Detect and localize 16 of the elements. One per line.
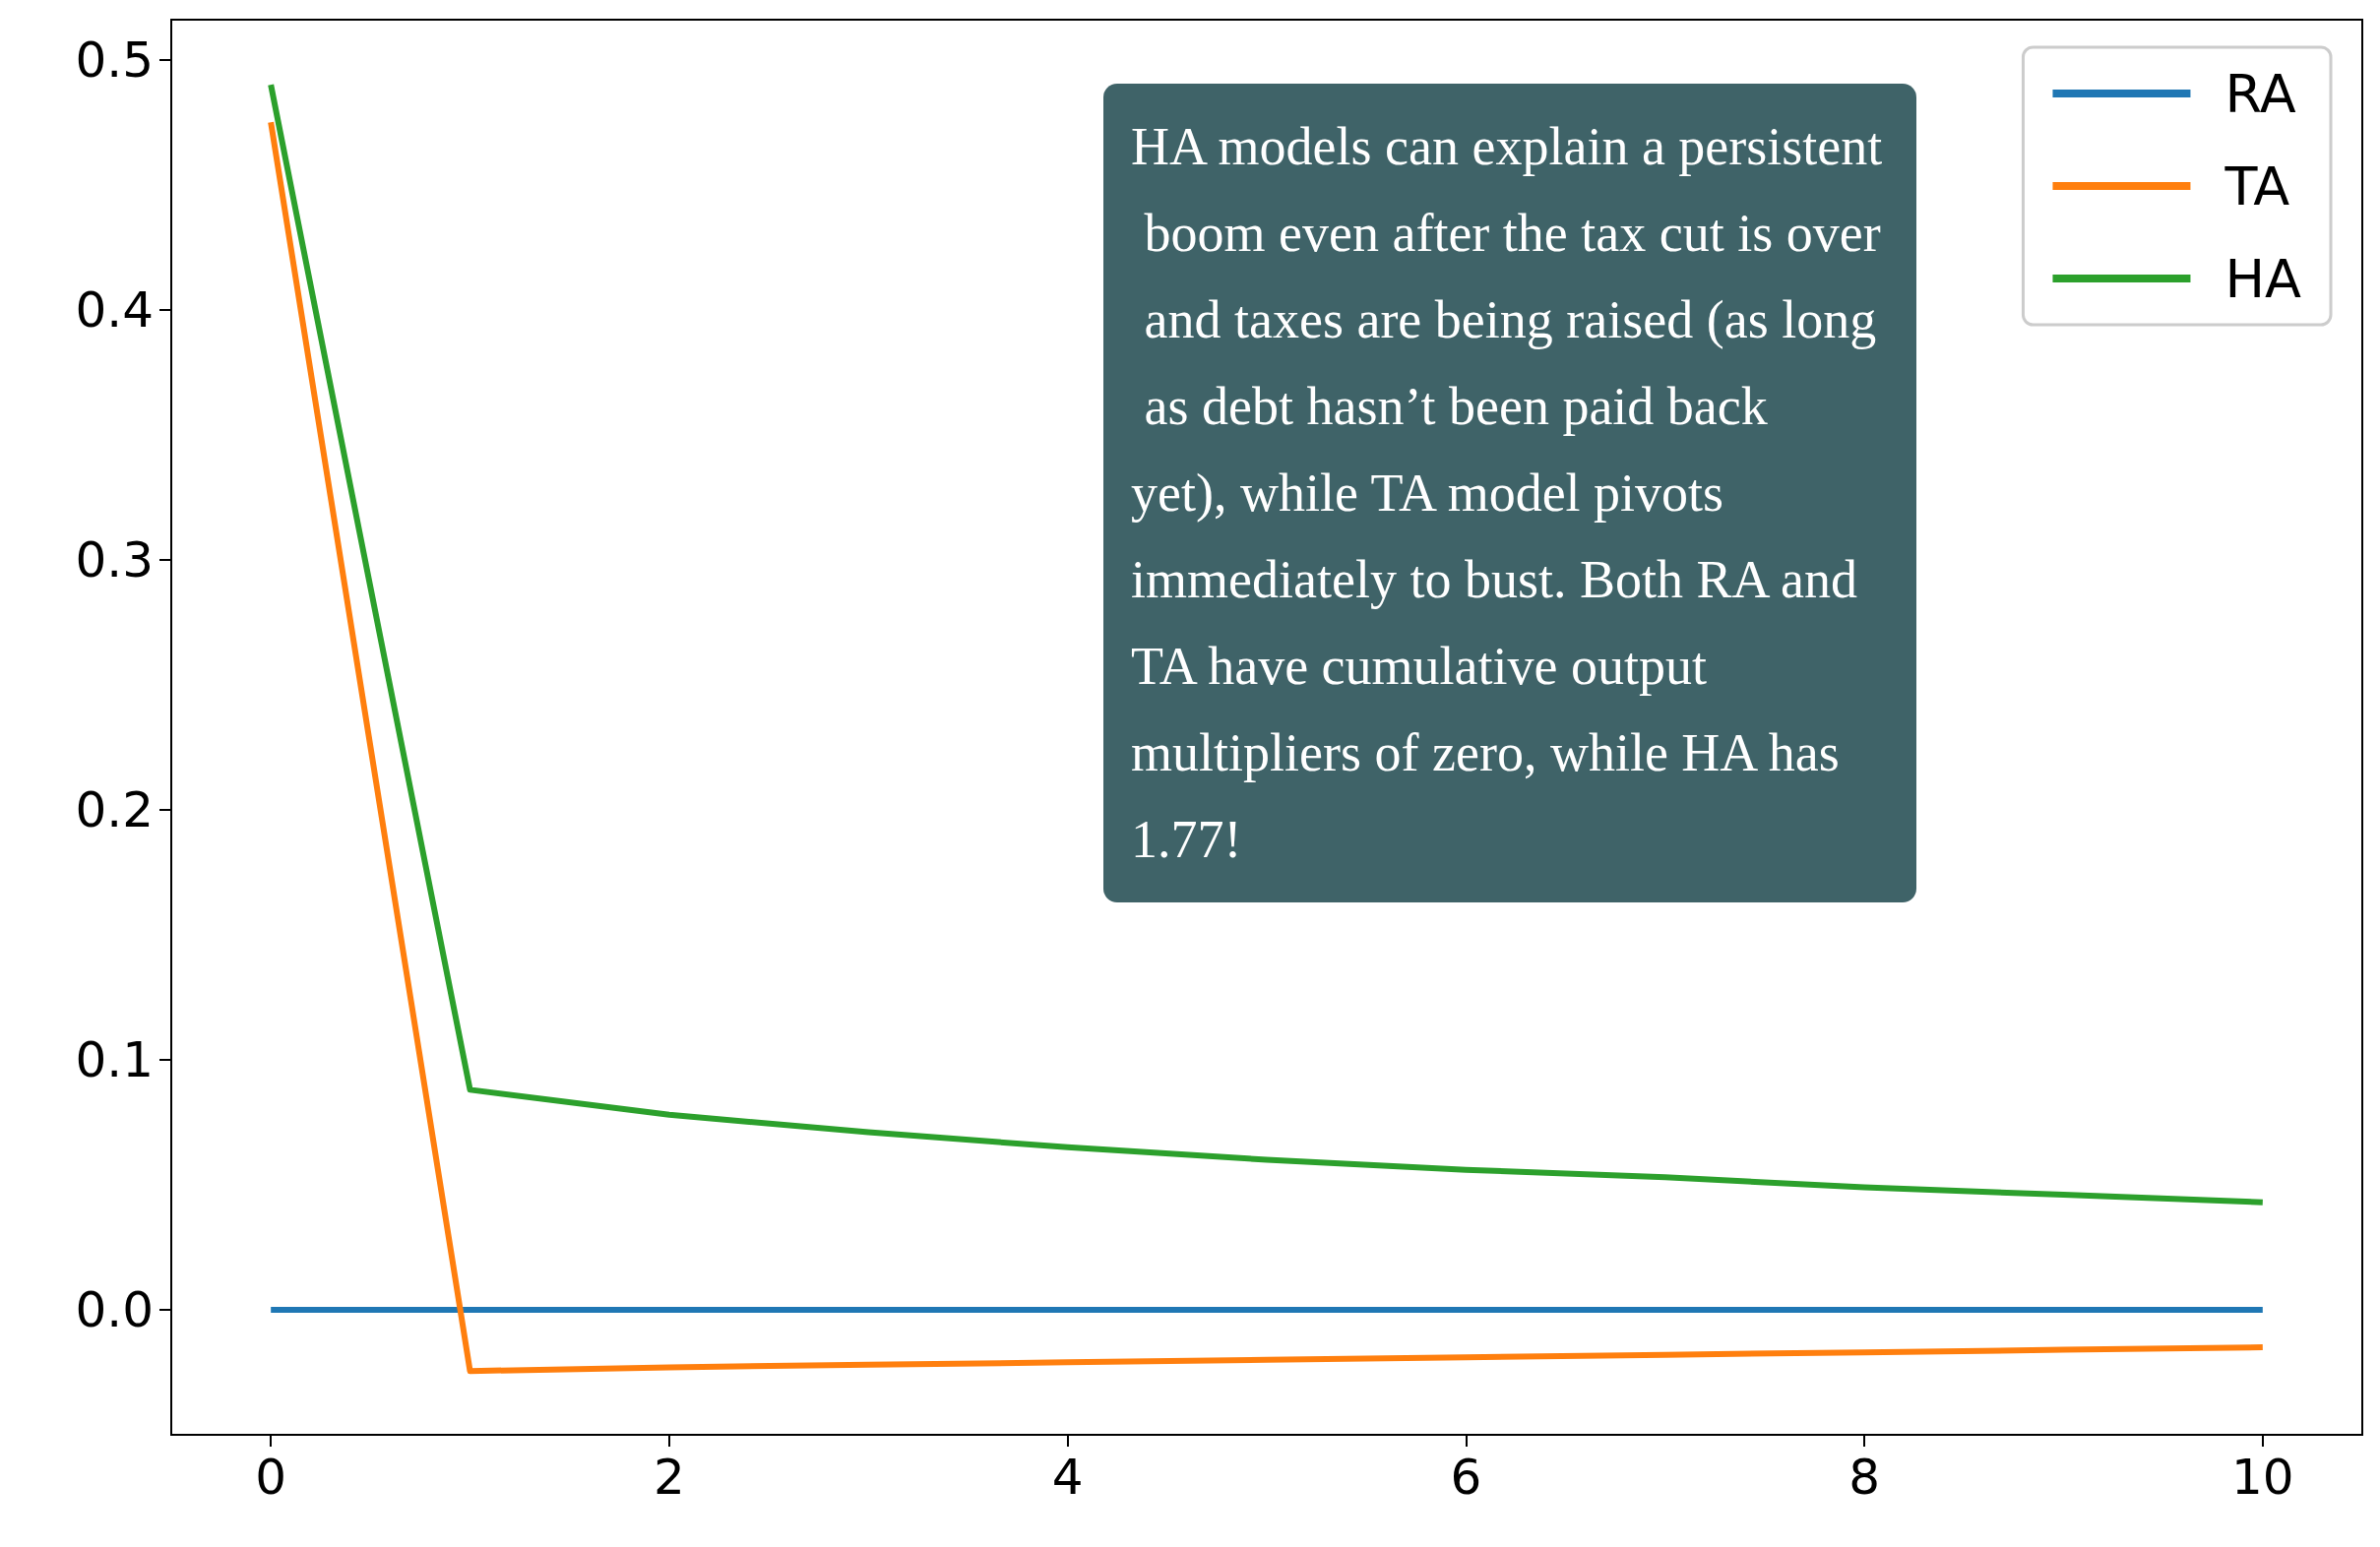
text: HA models can explain a persistent boom even after the tax cut is over and taxes are being raised (as long as debt hasn’t been paid back yet), while TA model pivots immediately to bust. Both RA and TA have cumulative output multipliers of zero, while HA has 1.77! [1131, 117, 1883, 869]
y-tick-label: 0.3 [75, 530, 154, 588]
y-tick-label: 0.1 [75, 1030, 154, 1088]
y-tick-label: 0.0 [75, 1280, 154, 1338]
legend-label: HA [2224, 247, 2302, 310]
x-tick-label: 6 [1450, 1449, 1482, 1506]
x-tick-label: 2 [654, 1449, 685, 1506]
x-tick-label: 4 [1051, 1449, 1084, 1506]
legend-label: TA [2223, 155, 2290, 217]
y-tick-label: 0.4 [75, 280, 154, 339]
x-tick-label: 8 [1848, 1449, 1880, 1506]
y-tick-label: 0.2 [75, 780, 154, 838]
x-tick-label: 10 [2231, 1449, 2294, 1506]
x-tick-label: 0 [255, 1449, 287, 1506]
legend-label: RA [2224, 62, 2296, 125]
y-tick-label: 0.5 [75, 31, 154, 89]
